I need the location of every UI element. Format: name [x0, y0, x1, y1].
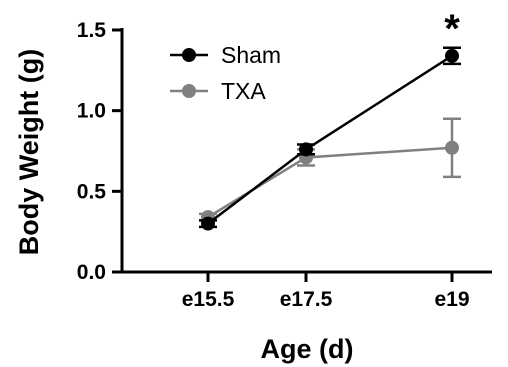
- series-sham: [199, 46, 461, 231]
- legend-marker: [182, 48, 196, 62]
- data-point: [201, 216, 215, 231]
- series-layer: [199, 46, 461, 231]
- legend-label: Sham: [221, 42, 281, 68]
- x-tick-label: e19: [434, 288, 469, 311]
- ticks: 0.0 0.5 1.0 1.5 e15.5 e17.5 e19: [77, 19, 470, 311]
- legend-label: TXA: [221, 78, 266, 104]
- y-tick-label: 1.0: [77, 100, 106, 123]
- data-point: [445, 48, 459, 63]
- legend: Sham TXA: [170, 42, 281, 104]
- data-point: [299, 142, 313, 157]
- y-axis-title: Body Weight (g): [14, 49, 44, 255]
- y-tick-label: 0.5: [77, 180, 107, 203]
- data-point: [445, 140, 459, 155]
- x-tick-label: e17.5: [280, 288, 333, 311]
- annotations: *: [444, 7, 460, 51]
- x-axis-title: Age (d): [261, 334, 354, 364]
- legend-item-txa: TXA: [170, 78, 266, 104]
- legend-marker: [182, 84, 196, 98]
- x-tick-label: e15.5: [182, 288, 235, 311]
- legend-item-sham: Sham: [170, 42, 281, 68]
- y-tick-label: 0.0: [77, 261, 106, 284]
- significance-asterisk: *: [444, 7, 460, 51]
- y-tick-label: 1.5: [77, 19, 107, 42]
- series-line: [207, 146, 453, 219]
